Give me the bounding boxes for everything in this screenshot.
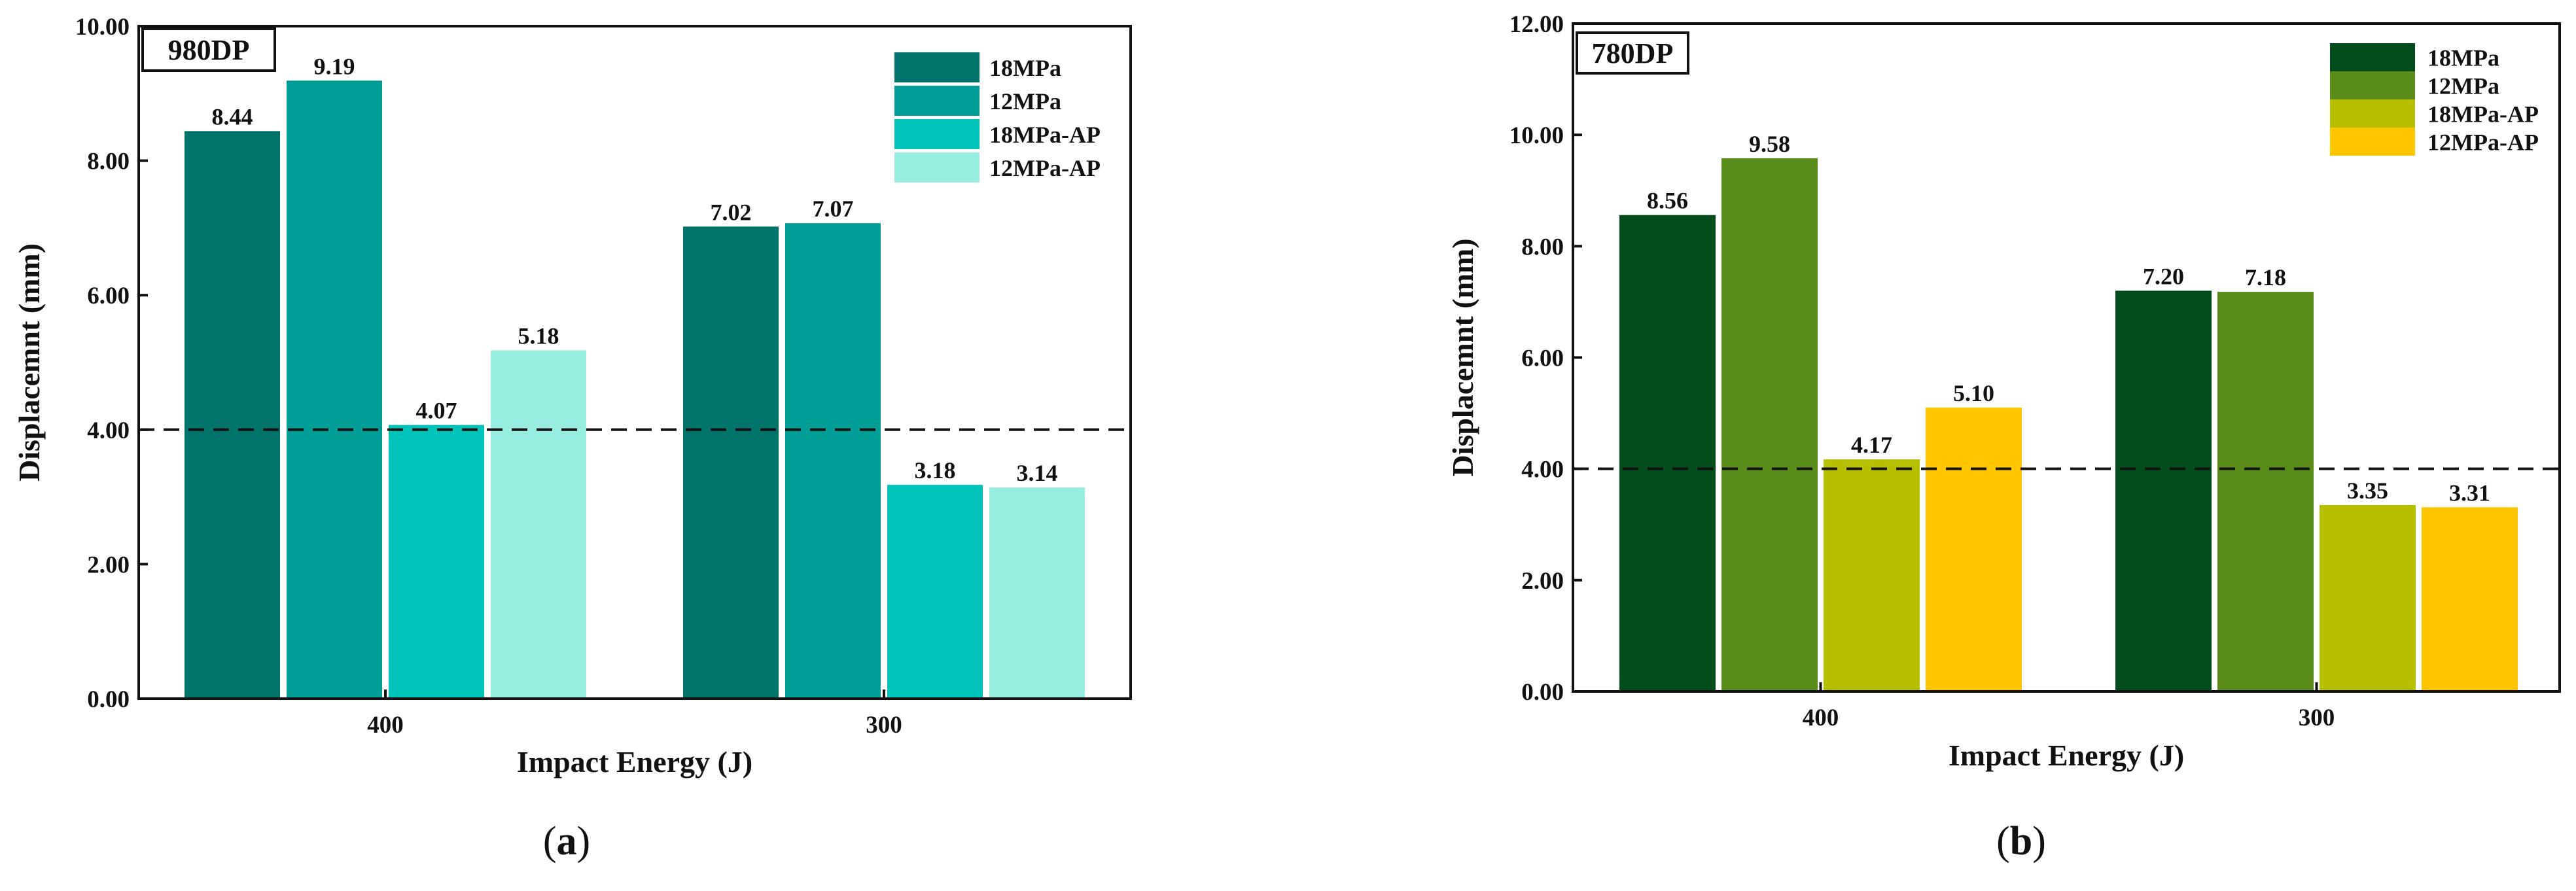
y-tick-label: 4.00 xyxy=(87,417,130,444)
data-label-18mpa-300: 7.20 xyxy=(2143,263,2184,289)
plot-frame xyxy=(137,25,1132,700)
panel-tag-box xyxy=(141,27,276,72)
data-label-12mpa-300: 7.18 xyxy=(2245,264,2286,290)
data-label-12mpa-ap-300: 3.14 xyxy=(1017,460,1058,486)
data-label-18mpa-400: 8.56 xyxy=(1647,188,1688,214)
legend-label-12mpa-ap: 12MPa-AP xyxy=(2427,130,2539,156)
caption-letter: b xyxy=(2010,819,2032,864)
y-tick-label: 12.00 xyxy=(1509,11,1564,38)
legend-swatch-12mpa xyxy=(894,86,979,116)
data-label-12mpa-ap-400: 5.18 xyxy=(518,323,559,349)
bar-12mpa-ap-400 xyxy=(1926,408,2022,691)
x-tick-label-300: 300 xyxy=(866,712,902,739)
bar-12mpa-300 xyxy=(2217,292,2314,691)
bar-18mpa-ap-300 xyxy=(2320,504,2416,691)
bar-18mpa-ap-400 xyxy=(1824,459,1920,691)
bar-18mpa-400 xyxy=(185,131,280,699)
bar-18mpa-300 xyxy=(2115,290,2212,691)
x-axis-title: Impact Energy (J) xyxy=(517,745,752,778)
bar-12mpa-400 xyxy=(287,80,382,699)
data-label-18mpa-400: 8.44 xyxy=(212,103,253,130)
legend-swatch-18mpa xyxy=(894,52,979,82)
chart-panel-a: 8.44 7.02 9.19 7.07 4.07 3.18 5.18 3.14 0.00 2.00… xyxy=(12,14,1132,864)
legend-swatch-12mpa xyxy=(2330,71,2415,99)
panel-caption: (a) xyxy=(543,819,590,864)
y-tick-label: 10.00 xyxy=(1509,122,1564,149)
bar-12mpa-ap-400 xyxy=(491,350,586,699)
y-tick-label: 0.00 xyxy=(1521,679,1564,706)
data-label-18mpa-ap-300: 3.35 xyxy=(2347,478,2388,504)
caption-close-paren: ) xyxy=(2032,819,2046,864)
legend-swatch-12mpa-ap xyxy=(2330,128,2415,156)
legend-swatch-18mpa-ap xyxy=(2330,99,2415,128)
legend-swatch-18mpa xyxy=(2330,43,2415,71)
chart-panel-b: 8.56 7.20 9.58 7.18 4.17 3.35 5.10 3.31 0.00 2.00… xyxy=(1446,11,2561,864)
bar-18mpa-400 xyxy=(1619,215,1716,692)
legend-label-18mpa: 18MPa xyxy=(989,55,1061,81)
bar-18mpa-ap-300 xyxy=(887,485,983,699)
y-tick-label: 2.00 xyxy=(1521,568,1564,595)
data-label-12mpa-400: 9.58 xyxy=(1749,131,1790,157)
y-axis-title: Displacemnt (mm) xyxy=(12,243,46,481)
data-label-12mpa-400: 9.19 xyxy=(314,53,355,79)
x-tick-label-400: 400 xyxy=(367,712,404,739)
data-label-12mpa-ap-300: 3.31 xyxy=(2449,480,2490,506)
caption-open-paren: ( xyxy=(543,819,557,864)
data-label-18mpa-ap-400: 4.17 xyxy=(1851,432,1892,458)
y-tick-label: 2.00 xyxy=(87,551,130,578)
y-tick-label: 8.00 xyxy=(1521,234,1564,260)
panel-tag: 980DP xyxy=(168,34,250,66)
x-tick-label-400: 400 xyxy=(1803,705,1839,731)
y-tick-label: 6.00 xyxy=(1521,345,1564,372)
bar-18mpa-300 xyxy=(683,226,779,699)
caption-letter: a xyxy=(557,819,577,864)
data-label-18mpa-ap-300: 3.18 xyxy=(915,457,956,483)
legend-label-18mpa: 18MPa xyxy=(2427,45,2499,71)
bar-12mpa-300 xyxy=(785,223,881,699)
data-label-12mpa-300: 7.07 xyxy=(813,196,854,222)
panel-tag-box xyxy=(1576,31,1689,75)
data-label-18mpa-300: 7.02 xyxy=(711,199,752,225)
bar-12mpa-ap-300 xyxy=(2422,507,2518,691)
y-tick-label: 8.00 xyxy=(87,148,130,175)
bar-12mpa-ap-300 xyxy=(989,487,1085,699)
bar-18mpa-ap-400 xyxy=(389,425,484,699)
y-tick-label: 0.00 xyxy=(87,686,130,713)
y-tick-label: 10.00 xyxy=(75,14,130,41)
x-tick-label-300: 300 xyxy=(2299,705,2335,731)
legend-label-12mpa: 12MPa xyxy=(989,88,1061,114)
y-tick-label: 6.00 xyxy=(87,283,130,309)
legend-label-12mpa: 12MPa xyxy=(2427,73,2499,99)
data-label-18mpa-ap-400: 4.07 xyxy=(416,398,457,424)
legend-label-18mpa-ap: 18MPa-AP xyxy=(989,122,1101,148)
y-tick-label: 4.00 xyxy=(1521,457,1564,483)
caption-close-paren: ) xyxy=(577,819,591,864)
legend-label-12mpa-ap: 12MPa-AP xyxy=(989,155,1101,181)
bar-12mpa-400 xyxy=(1721,158,1818,691)
x-axis-title: Impact Energy (J) xyxy=(1949,739,2184,772)
data-label-12mpa-ap-400: 5.10 xyxy=(1953,380,1994,406)
panel-caption: (b) xyxy=(1996,819,2046,864)
panel-tag: 780DP xyxy=(1592,37,1674,69)
legend-swatch-12mpa-ap xyxy=(894,152,979,183)
caption-open-paren: ( xyxy=(1996,819,2010,864)
y-axis-title: Displacemnt (mm) xyxy=(1446,238,1479,476)
legend-label-18mpa-ap: 18MPa-AP xyxy=(2427,101,2539,128)
legend-swatch-18mpa-ap xyxy=(894,119,979,149)
